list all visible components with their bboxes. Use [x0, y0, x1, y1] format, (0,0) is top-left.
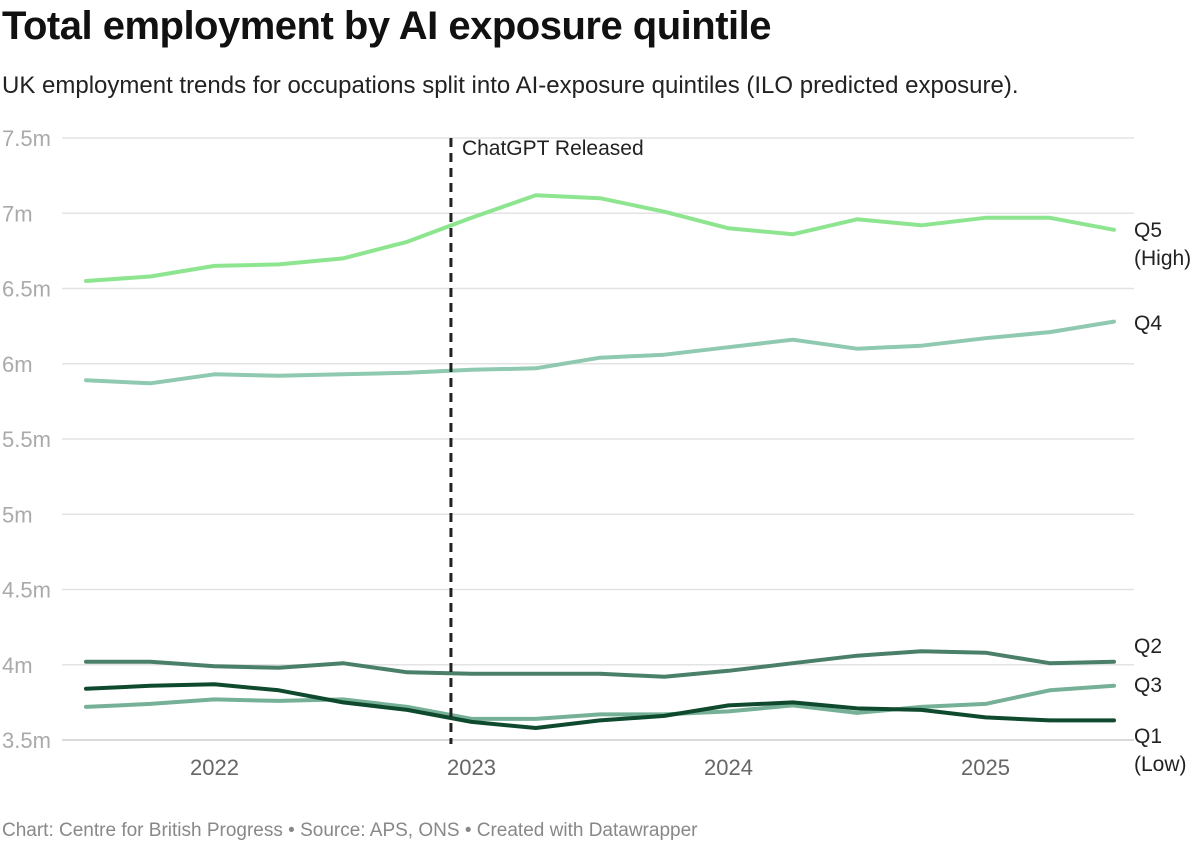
- series-label-q5: Q5: [1134, 219, 1162, 242]
- chatgpt-annotation: ChatGPT Released: [449, 137, 644, 744]
- x-tick-label: 2025: [961, 755, 1010, 780]
- series-label-q3: Q3: [1134, 674, 1162, 697]
- chart-footer: Chart: Centre for British Progress • Sou…: [2, 820, 698, 841]
- y-tick-label: 5.5m: [2, 427, 51, 452]
- y-tick-label: 6.5m: [2, 277, 51, 302]
- series-label-q1: Q1: [1134, 725, 1162, 748]
- x-tick-label: 2024: [704, 755, 753, 780]
- y-tick-label: 4.5m: [2, 578, 51, 603]
- x-tick-label: 2022: [190, 755, 239, 780]
- y-axis-ticks: 7.5m 7m 6.5m 6m 5.5m 5m 4.5m 4m 3.5m: [2, 126, 51, 753]
- y-tick-label: 6m: [2, 352, 33, 377]
- chart-subtitle: UK employment trends for occupations spl…: [2, 72, 1019, 99]
- series-labels: Q5 (High) Q4 Q2 Q3 Q1 (Low): [1134, 219, 1191, 776]
- series-label-q5: (High): [1134, 247, 1191, 270]
- series-line-q3: [84, 683, 1116, 721]
- chart-title: Total employment by AI exposure quintile: [2, 4, 772, 48]
- y-tick-label: 3.5m: [2, 728, 51, 753]
- y-tick-label: 4m: [2, 653, 33, 678]
- series-line-q4: [84, 319, 1116, 386]
- series-line-q2: [84, 649, 1116, 679]
- series-lines: [84, 193, 1116, 730]
- x-axis-ticks: 2022 2023 2024 2025: [190, 755, 1010, 780]
- gridlines: [62, 137, 1134, 741]
- series-line-q5: [84, 193, 1116, 283]
- series-label-q1: (Low): [1134, 753, 1187, 776]
- annotation-label: ChatGPT Released: [462, 137, 644, 160]
- y-tick-label: 5m: [2, 502, 33, 527]
- x-tick-label: 2023: [447, 755, 496, 780]
- series-label-q4: Q4: [1134, 312, 1162, 335]
- series-label-q2: Q2: [1134, 635, 1162, 658]
- y-tick-label: 7m: [2, 201, 33, 226]
- series-line-q1: [84, 682, 1116, 730]
- y-tick-label: 7.5m: [2, 126, 51, 151]
